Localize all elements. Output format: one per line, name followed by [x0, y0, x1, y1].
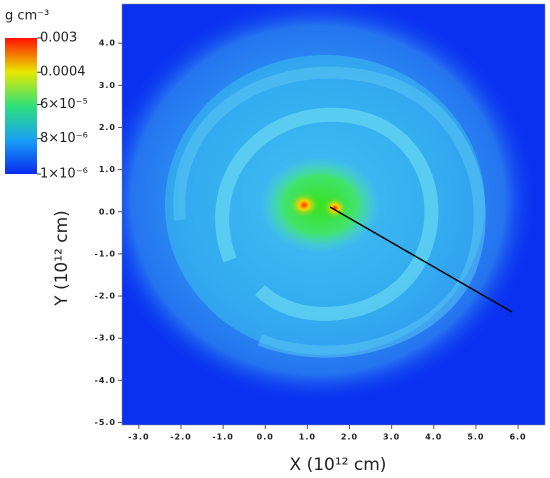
- x-tick-label: 2.0: [341, 433, 358, 442]
- x-tick-label: 1.0: [299, 433, 316, 442]
- plot-frame: [121, 3, 546, 426]
- x-tick-label: 6.0: [509, 433, 526, 442]
- y-tick-label: -2.0: [95, 292, 117, 301]
- colorbar-tick-label: 0.003: [40, 31, 77, 46]
- y-tick-label: 3.0: [99, 81, 116, 90]
- x-tick-label: -2.0: [170, 433, 192, 442]
- colorbar: [5, 38, 37, 174]
- y-tick-label: -5.0: [95, 418, 117, 427]
- colorbar-label: g cm⁻³: [5, 9, 49, 24]
- x-tick-label: 4.0: [425, 433, 442, 442]
- y-axis-label: Y (10¹² cm): [52, 210, 72, 307]
- colorbar-tick-label: 8×10⁻⁶: [40, 131, 88, 146]
- colorbar-tick-label: 1×10⁻⁶: [40, 167, 88, 182]
- x-axis-label: X (10¹² cm): [290, 455, 387, 475]
- y-tick-label: -4.0: [95, 376, 117, 385]
- y-tick-label: 1.0: [99, 165, 116, 174]
- colorbar-tick-label: 0.0004: [40, 65, 86, 80]
- annotation-line: [329, 206, 513, 313]
- x-tick-label: 5.0: [467, 433, 484, 442]
- y-tick-label: 4.0: [99, 39, 116, 48]
- y-tick-label: -1.0: [95, 249, 117, 258]
- x-tick-label: -3.0: [128, 433, 150, 442]
- x-tick-label: 3.0: [383, 433, 400, 442]
- density-image: [122, 4, 545, 425]
- x-tick-label: -1.0: [212, 433, 234, 442]
- y-tick-label: 2.0: [99, 123, 116, 132]
- x-tick-label: 0.0: [257, 433, 274, 442]
- y-tick-label: 0.0: [99, 207, 116, 216]
- y-tick-label: -3.0: [95, 334, 117, 343]
- colorbar-tick-label: 6×10⁻⁵: [40, 97, 88, 112]
